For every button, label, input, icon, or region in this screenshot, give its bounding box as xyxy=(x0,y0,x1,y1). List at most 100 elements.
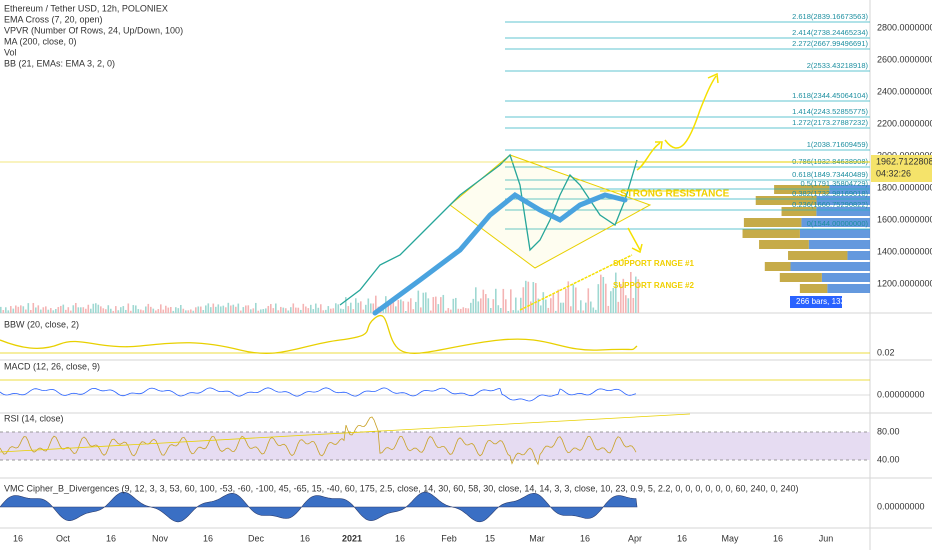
volume-bar xyxy=(277,310,280,313)
volume-bar xyxy=(415,301,417,313)
fib-label: 1.414(2243.52855775) xyxy=(792,107,868,116)
volume-bar xyxy=(602,277,605,313)
profile-down xyxy=(799,284,828,293)
profile-up xyxy=(790,262,870,271)
volume-bar xyxy=(265,308,267,313)
volume-bar xyxy=(325,309,327,313)
volume-bar xyxy=(355,298,357,313)
volume-bar xyxy=(170,306,172,313)
volume-bar xyxy=(267,305,270,313)
volume-bar xyxy=(352,309,355,313)
volume-bar xyxy=(552,293,555,313)
volume-bar xyxy=(230,305,232,313)
volume-bar xyxy=(357,302,360,313)
volume-bar xyxy=(587,288,590,313)
volume-bar xyxy=(52,310,55,313)
volume-bar xyxy=(272,308,275,313)
volume-bar xyxy=(40,309,42,313)
time-tick-label: 16 xyxy=(203,533,213,543)
volume-bar xyxy=(62,304,65,313)
volume xyxy=(0,271,640,313)
volume-bar xyxy=(282,307,285,313)
volume-bar xyxy=(200,306,202,313)
volume-bar xyxy=(632,297,635,313)
volume-bar xyxy=(615,272,617,313)
price-badge xyxy=(871,155,932,182)
volume-bar xyxy=(195,307,197,313)
time-tick-label: 16 xyxy=(773,533,783,543)
volume-bar xyxy=(47,309,50,313)
volume-bar xyxy=(150,306,152,313)
time-tick-label: Feb xyxy=(441,533,457,543)
volume-bar xyxy=(342,309,345,313)
time-tick-label: Oct xyxy=(56,533,71,543)
support-line xyxy=(519,254,633,311)
price-tick-label: 2200.00000000 xyxy=(877,118,932,128)
profile-up xyxy=(821,273,870,282)
time-tick-label: 16 xyxy=(13,533,23,543)
profile-down xyxy=(755,196,817,205)
volume-bar xyxy=(85,308,87,313)
fib-label: 0.618(1849.73440489) xyxy=(792,170,868,179)
volume-bar xyxy=(317,307,320,313)
volume-bar xyxy=(117,310,120,313)
volume-bar xyxy=(442,294,445,313)
volume-bar xyxy=(555,310,557,313)
volume-bar xyxy=(487,298,490,313)
volume-bar xyxy=(337,304,340,313)
volume-bar xyxy=(525,280,527,313)
volume-bar xyxy=(175,307,177,313)
volume-bar xyxy=(527,281,530,313)
volume-bar xyxy=(397,299,400,313)
volume-bar xyxy=(422,292,425,313)
volume-bar xyxy=(507,310,510,313)
volume-bar xyxy=(430,310,432,313)
volume-bar xyxy=(65,309,67,313)
volume-bar xyxy=(452,298,455,313)
price-tick-label: 1200.00000000 xyxy=(877,278,932,288)
volume-bar xyxy=(395,306,397,313)
time-tick-label: 2021 xyxy=(342,533,362,543)
volume-bar xyxy=(187,310,190,313)
volume-bar xyxy=(635,276,637,313)
time-tick-label: May xyxy=(721,533,739,543)
volume-bar xyxy=(107,305,110,313)
volume-bar xyxy=(300,309,302,313)
fib-label: 2.414(2738.24465234) xyxy=(792,28,868,37)
volume-bar xyxy=(172,310,175,313)
volume-bar xyxy=(160,304,162,313)
profile-down xyxy=(774,185,830,194)
pane-axis-label: 40.00 xyxy=(877,454,900,464)
volume-bar xyxy=(202,309,205,313)
volume-bar xyxy=(517,310,520,313)
volume-bar xyxy=(15,305,17,313)
volume-bar xyxy=(502,288,505,313)
volume-bar xyxy=(545,299,547,313)
vmc-wave xyxy=(0,491,638,523)
volume-bar xyxy=(567,281,570,313)
arrow xyxy=(664,72,719,149)
volume-bar xyxy=(67,307,70,313)
profile-down xyxy=(742,229,800,238)
fib-label: 0.236(1660.75290822) xyxy=(792,200,868,209)
volume-bar xyxy=(37,305,40,313)
profile-down xyxy=(788,251,848,260)
volume-bar xyxy=(482,289,485,313)
volume-bar xyxy=(110,308,112,313)
volume-bar xyxy=(305,306,307,313)
volume-bar xyxy=(222,305,225,313)
price-tick-label: 1800.00000000 xyxy=(877,182,932,192)
volume-bar xyxy=(480,298,482,313)
volume-bar xyxy=(495,288,497,313)
fib-label: 1.272(2173.27887232) xyxy=(792,118,868,127)
volume-bar xyxy=(432,297,435,313)
volume-bar xyxy=(155,310,157,313)
time-tick-label: Mar xyxy=(529,533,545,543)
volume-bar xyxy=(347,306,350,313)
volume-bar xyxy=(55,308,57,313)
legend-line: Vol xyxy=(4,47,17,57)
volume-profile xyxy=(742,185,870,293)
time-tick-label: 16 xyxy=(580,533,590,543)
time-tick-label: 15 xyxy=(485,533,495,543)
volume-bar xyxy=(500,308,502,313)
